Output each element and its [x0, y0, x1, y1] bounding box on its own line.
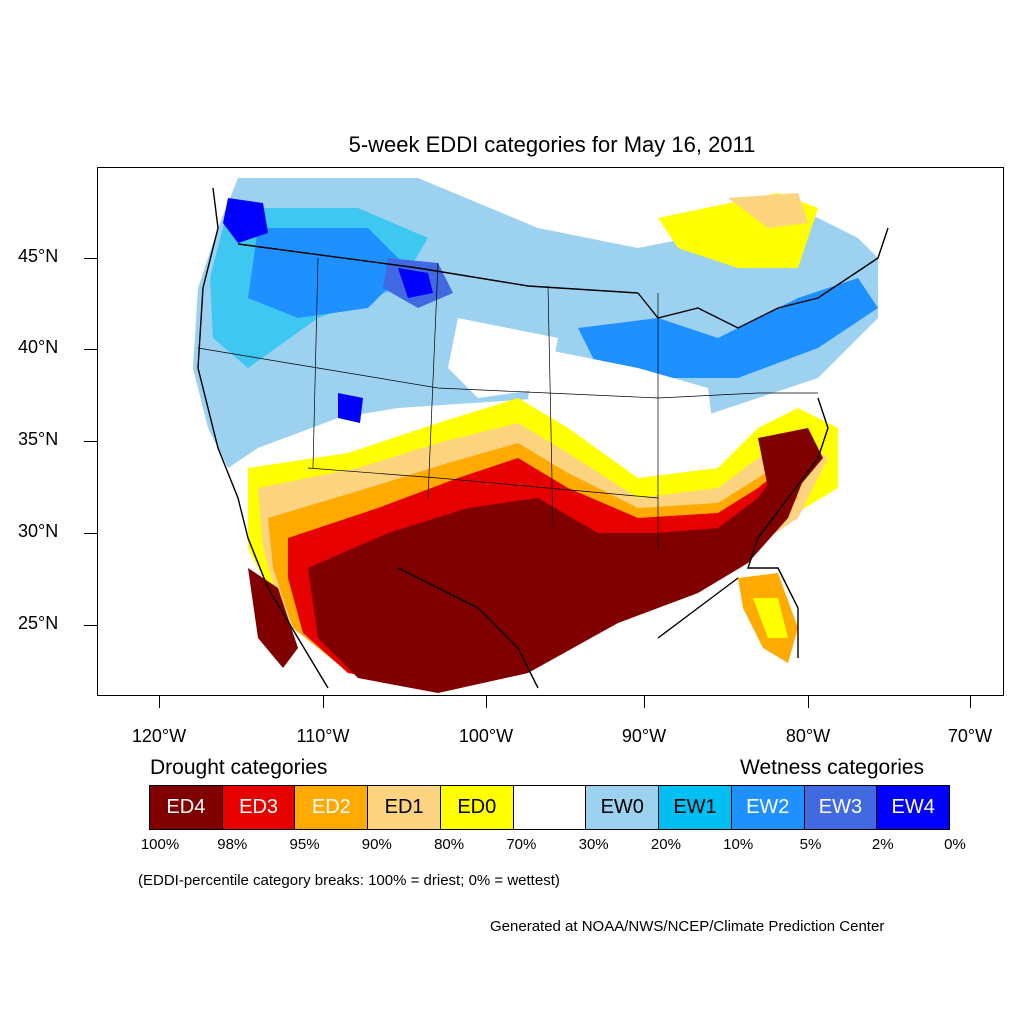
near-normal-region-north: [448, 318, 558, 398]
legend-cell-ew3: EW3: [803, 785, 878, 830]
y-tickmark: [84, 533, 97, 534]
map-plot-area: [97, 167, 1004, 696]
lon-label-120: 120°W: [131, 726, 187, 746]
dry-region-ed4-baja: [248, 568, 298, 668]
dry-region-northeast-ed1: [728, 193, 808, 228]
legend-cell-ew2: EW2: [730, 785, 805, 830]
percentile-break-label: 30%: [578, 836, 609, 853]
legend-cell-ed2: ED2: [294, 785, 369, 830]
legend-cell-ed1: ED1: [367, 785, 441, 830]
coastline-outlines: [197, 187, 889, 689]
drought-heading: Drought categories: [150, 756, 328, 779]
percentile-break-label: 2%: [871, 836, 894, 853]
lon-label-110: 110°W: [296, 726, 350, 746]
legend-cell-ed0: ED0: [439, 785, 514, 830]
x-tickmark: [970, 696, 971, 708]
y-tickmark: [84, 258, 97, 259]
percentile-break-label: 0%: [944, 836, 966, 853]
percentile-break-label: 100%: [140, 836, 180, 853]
legend-cell-ed4: ED4: [149, 785, 223, 830]
lat-label-30: 30°N: [18, 521, 59, 541]
wet-region-ew4-nw: [223, 198, 268, 243]
lat-label-35: 35°N: [18, 429, 59, 449]
legend-cell-ed3: ED3: [221, 785, 296, 830]
legend-cell-ew1: EW1: [658, 785, 732, 830]
percentile-break-label: 70%: [506, 836, 537, 853]
x-tickmark: [159, 696, 160, 708]
y-tickmark: [84, 625, 97, 626]
percentile-break-label: 98%: [217, 836, 248, 853]
dry-region-ed4: [308, 458, 808, 693]
lat-label-40: 40°N: [18, 337, 59, 357]
x-tickmark: [808, 696, 809, 708]
eddi-map: [193, 178, 889, 693]
legend-cell-ew4: EW4: [876, 785, 951, 830]
percentile-break-label: 20%: [650, 836, 681, 853]
wetness-heading: Wetness categories: [740, 756, 925, 779]
category-colorbar: ED4 ED3 ED2 ED1 ED0 EW0 EW1 EW2 EW3 EW4: [149, 785, 951, 830]
y-tickmark: [84, 349, 97, 350]
percentile-break-label: 90%: [361, 836, 392, 853]
credit-line: Generated at NOAA/NWS/NCEP/Climate Predi…: [490, 918, 885, 935]
x-tickmark: [323, 696, 324, 708]
x-tickmark: [486, 696, 487, 708]
map-title: 5-week EDDI categories for May 16, 2011: [348, 132, 756, 157]
florida-ed0: [753, 598, 788, 638]
lat-label-45: 45°N: [18, 246, 59, 266]
lon-label-100: 100°W: [458, 726, 514, 746]
x-tickmark: [644, 696, 645, 708]
y-tickmark: [84, 441, 97, 442]
state-borders: [197, 257, 818, 548]
wet-region-ew4-ut: [338, 393, 363, 423]
percentile-break-label: 80%: [434, 836, 465, 853]
lat-label-25: 25°N: [18, 613, 59, 633]
legend-cell-ew0: EW0: [585, 785, 660, 830]
category-note: (EDDI-percentile category breaks: 100% =…: [138, 872, 560, 889]
percentile-break-label: 5%: [799, 836, 822, 853]
legend-cell-neutral: [512, 785, 587, 830]
wet-region-ew4-mt: [398, 268, 433, 298]
percentile-break-label: 10%: [723, 836, 754, 853]
percentile-break-label: 95%: [289, 836, 320, 853]
lon-label-90: 90°W: [621, 726, 667, 746]
lon-label-70: 70°W: [947, 726, 993, 746]
wet-region-ew2-east: [578, 278, 878, 378]
lon-label-80: 80°W: [785, 726, 831, 746]
